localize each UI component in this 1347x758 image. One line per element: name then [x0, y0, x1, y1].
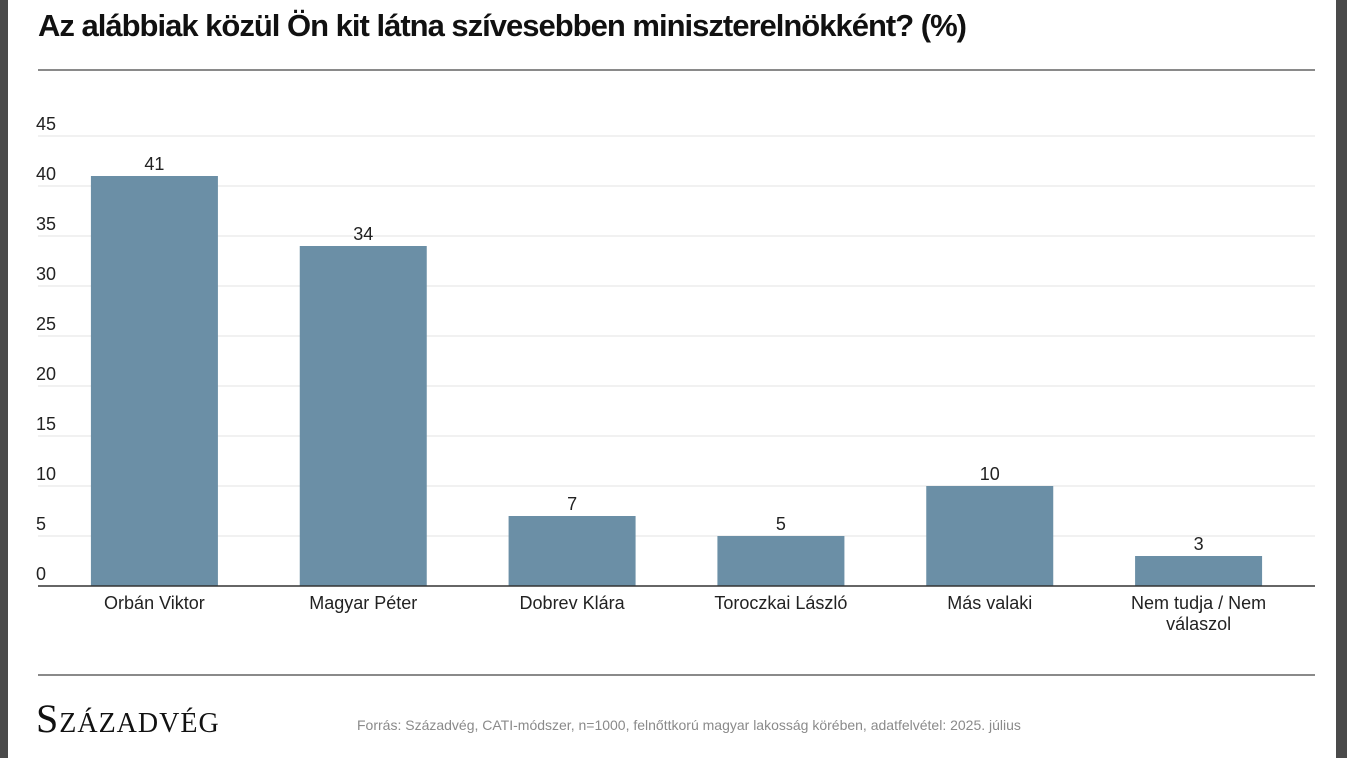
x-category-label: Más valaki [947, 593, 1032, 613]
source-note: Forrás: Századvég, CATI-módszer, n=1000,… [357, 717, 1021, 733]
y-tick-label: 5 [36, 514, 46, 534]
y-tick-label: 0 [36, 564, 46, 584]
bar [508, 516, 636, 586]
top-divider [38, 69, 1315, 71]
bar [926, 486, 1054, 586]
chart-title: Az alábbiak közül Ön kit látna szívesebb… [38, 8, 967, 43]
y-tick-label: 40 [36, 164, 56, 184]
data-label: 34 [353, 224, 373, 244]
y-tick-label: 10 [36, 464, 56, 484]
y-tick-label: 15 [36, 414, 56, 434]
y-tick-label: 30 [36, 264, 56, 284]
bar [299, 246, 427, 586]
data-label: 7 [567, 494, 577, 514]
bar [1135, 556, 1263, 586]
x-category-label: Magyar Péter [309, 593, 417, 613]
bar [90, 176, 218, 586]
x-category-label: Orbán Viktor [104, 593, 205, 613]
x-category-label: Nem tudja / Nem válaszol [1131, 593, 1266, 634]
y-tick-label: 45 [36, 114, 56, 134]
left-frame-border [0, 0, 8, 758]
right-frame-border [1336, 0, 1347, 758]
data-label: 5 [776, 514, 786, 534]
y-tick-label: 20 [36, 364, 56, 384]
data-label: 10 [980, 464, 1000, 484]
brand-logo: Századvég [36, 696, 220, 741]
bottom-divider [38, 674, 1315, 676]
data-label: 41 [144, 154, 164, 174]
y-tick-label: 25 [36, 314, 56, 334]
y-tick-label: 35 [36, 214, 56, 234]
x-category-label: Toroczkai László [714, 593, 847, 613]
bar [717, 536, 845, 586]
x-category-label: Dobrev Klára [520, 593, 626, 613]
data-label: 3 [1194, 534, 1204, 554]
